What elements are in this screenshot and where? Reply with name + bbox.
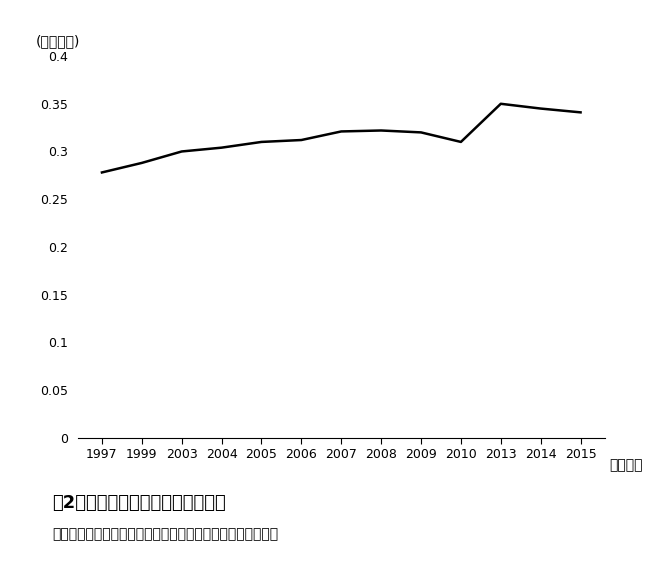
Text: 図2　韓国におけるジニ係数の推移: 図2 韓国におけるジニ係数の推移 [52, 494, 226, 512]
Text: （年度）: （年度） [610, 458, 644, 472]
Text: (ジニ係数): (ジニ係数) [36, 34, 80, 48]
Text: 資料：韓国統計庁「所得分配指標（市場所得）」より作成。: 資料：韓国統計庁「所得分配指標（市場所得）」より作成。 [52, 527, 278, 541]
